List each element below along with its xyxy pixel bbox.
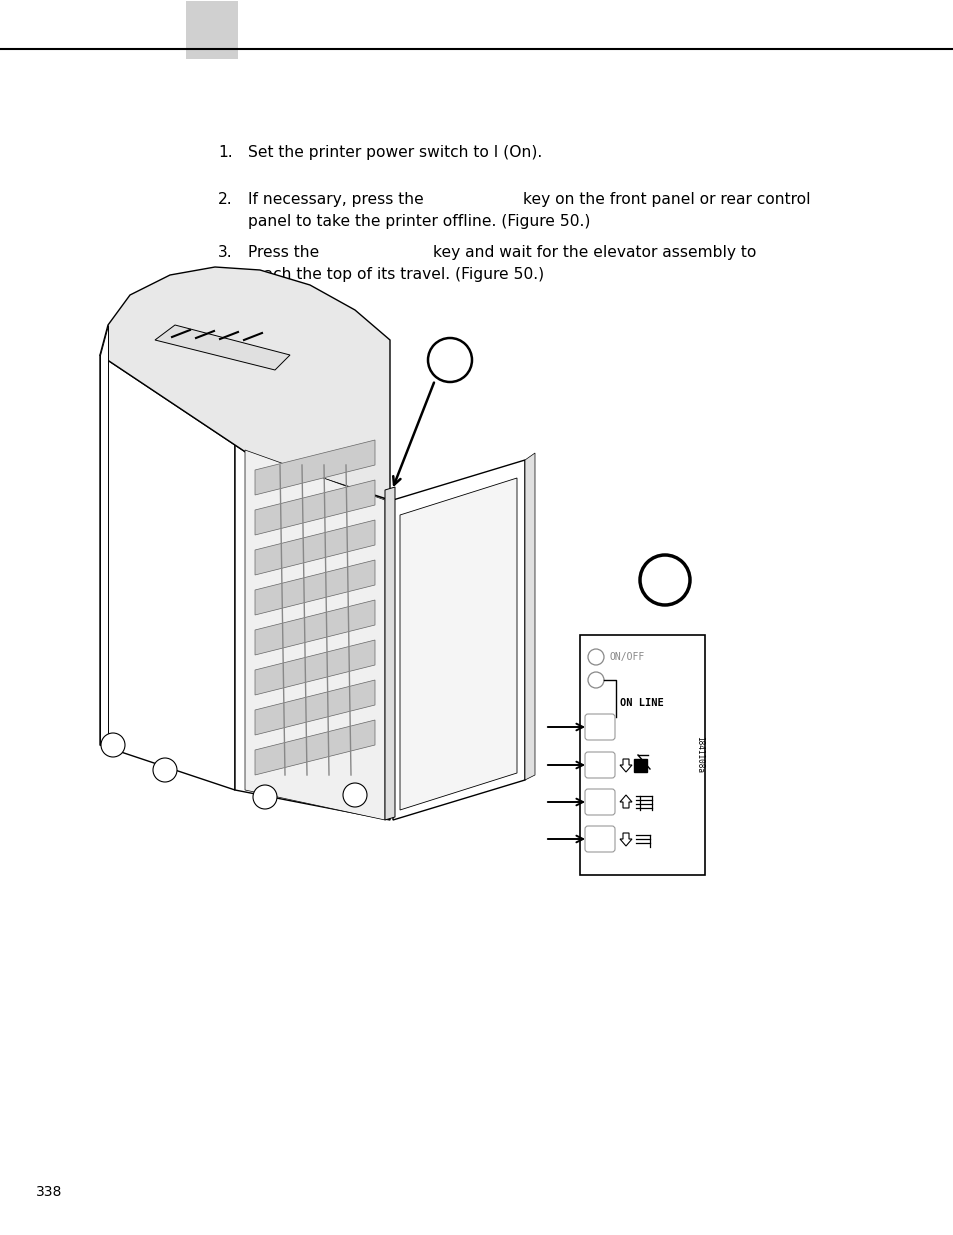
Text: Press the: Press the (248, 245, 319, 261)
Polygon shape (254, 480, 375, 535)
Text: 338: 338 (36, 1186, 62, 1199)
Circle shape (101, 734, 125, 757)
Circle shape (428, 338, 472, 382)
Text: 2.: 2. (218, 191, 233, 207)
Circle shape (343, 783, 367, 806)
Polygon shape (254, 680, 375, 735)
Polygon shape (100, 354, 234, 790)
Text: 1841108a: 1841108a (695, 736, 703, 773)
Polygon shape (254, 440, 375, 495)
Text: panel to take the printer offline. (Figure 50.): panel to take the printer offline. (Figu… (248, 214, 590, 228)
Text: reach the top of its travel. (Figure 50.): reach the top of its travel. (Figure 50.… (248, 267, 543, 282)
Text: ON/OFF: ON/OFF (609, 652, 644, 662)
Circle shape (253, 785, 276, 809)
Polygon shape (234, 400, 390, 820)
FancyBboxPatch shape (584, 752, 615, 778)
Polygon shape (393, 459, 524, 820)
Polygon shape (245, 450, 385, 820)
Polygon shape (100, 267, 390, 500)
Text: Set the printer power switch to I (On).: Set the printer power switch to I (On). (248, 144, 541, 161)
Polygon shape (524, 453, 535, 781)
Polygon shape (619, 795, 631, 808)
FancyBboxPatch shape (584, 789, 615, 815)
Text: 1.: 1. (218, 144, 233, 161)
Circle shape (587, 650, 603, 664)
Polygon shape (619, 832, 631, 846)
Polygon shape (385, 487, 395, 820)
Text: key on the front panel or rear control: key on the front panel or rear control (522, 191, 810, 207)
Circle shape (587, 672, 603, 688)
Circle shape (639, 555, 689, 605)
Text: ON LINE: ON LINE (619, 698, 663, 708)
Polygon shape (254, 559, 375, 615)
FancyBboxPatch shape (584, 826, 615, 852)
Polygon shape (154, 325, 290, 370)
Text: If necessary, press the: If necessary, press the (248, 191, 423, 207)
Polygon shape (619, 760, 631, 772)
Bar (634, 760, 646, 772)
Polygon shape (254, 520, 375, 576)
Bar (186, 1, 237, 59)
Text: 3.: 3. (218, 245, 233, 261)
Circle shape (152, 758, 177, 782)
Polygon shape (254, 720, 375, 776)
Polygon shape (254, 600, 375, 655)
Bar (579, 635, 704, 876)
Polygon shape (254, 640, 375, 695)
FancyBboxPatch shape (584, 714, 615, 740)
Text: key and wait for the elevator assembly to: key and wait for the elevator assembly t… (433, 245, 756, 261)
Polygon shape (100, 354, 390, 500)
Polygon shape (399, 478, 517, 810)
Polygon shape (100, 325, 108, 745)
